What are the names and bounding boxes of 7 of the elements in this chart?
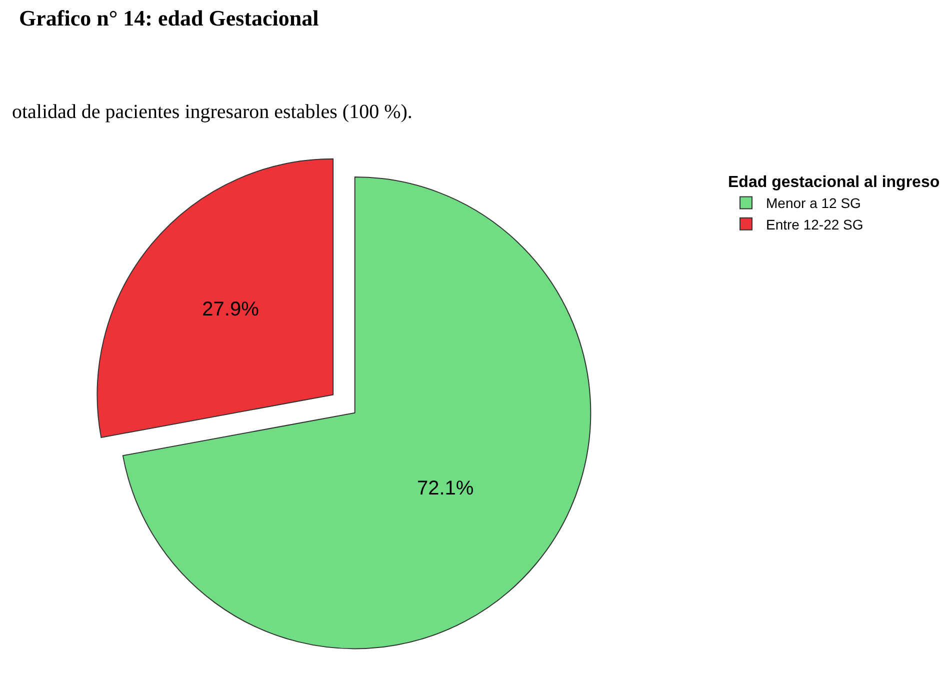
chart-title: Grafico n° 14: edad Gestacional xyxy=(19,6,319,31)
data-label: 72.1% xyxy=(417,477,474,500)
legend-title: Edad gestacional al ingreso xyxy=(728,174,940,192)
data-label: 27.9% xyxy=(202,298,260,320)
legend-label: Menor a 12 SG xyxy=(766,195,861,212)
legend-label: Entre 12-22 SG xyxy=(766,216,864,232)
text: otalidad de pacientes ingresaron estables (100 %). xyxy=(12,101,412,123)
